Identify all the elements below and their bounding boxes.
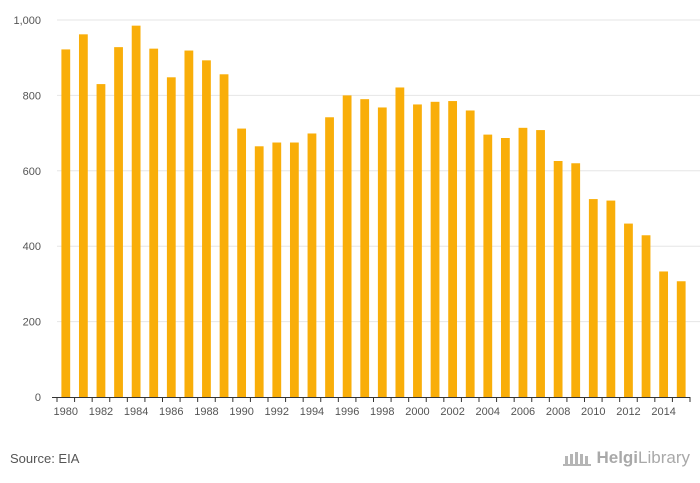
bar-1984: [131, 25, 141, 397]
brand-name-helgi: Helgi: [596, 448, 639, 467]
brand-name-library: Library: [638, 448, 690, 467]
bar-2012: [624, 223, 633, 397]
bar-1996: [342, 95, 352, 398]
bar-chart: 0 200 400 600 800 1,000 1980 1982 1984 1986 1988 19…: [13, 15, 700, 418]
x-tick-label: 1990: [229, 406, 253, 418]
x-tick-label: 1992: [265, 406, 289, 418]
bar-2005: [500, 138, 510, 397]
bar-1982: [96, 84, 106, 397]
bar-2000: [413, 104, 422, 397]
x-tick-label: 1998: [370, 406, 394, 418]
bar-2015: [676, 281, 686, 397]
axes: 0 200 400 600 800 1,000 1980 1982 1984 1986 1988 19…: [13, 15, 691, 418]
bar-2001: [430, 101, 440, 397]
bar-2013: [641, 235, 651, 397]
bar-1980: [61, 49, 71, 397]
bar-1987: [184, 50, 194, 397]
source-label: Source: EIA: [10, 451, 80, 466]
y-tick-label: 800: [23, 90, 41, 102]
bar-2014: [659, 271, 669, 397]
bar-2002: [448, 101, 458, 397]
x-tick-label: 2006: [511, 406, 535, 418]
x-tick-label: 1994: [300, 406, 324, 418]
bar-1992: [272, 142, 282, 397]
bar-2011: [606, 200, 616, 397]
bar-2004: [483, 134, 493, 398]
x-tick-label: 2004: [476, 406, 500, 418]
bar-1999: [395, 87, 405, 397]
x-tick-label: 2012: [616, 406, 640, 418]
bar-1995: [325, 117, 334, 398]
x-tick-label: 1982: [89, 406, 113, 418]
bar-1990: [237, 128, 247, 397]
bar-1981: [78, 34, 88, 397]
bar-1986: [166, 77, 176, 398]
bar-2008: [553, 161, 563, 397]
bar-1991: [254, 146, 264, 397]
bar-2006: [518, 127, 528, 397]
bar-2007: [536, 130, 545, 397]
x-tick-label: 2014: [651, 406, 675, 418]
bar-2003: [465, 110, 475, 397]
bar-1985: [149, 48, 159, 398]
x-tick-label: 2010: [581, 406, 605, 418]
library-building-icon: [563, 452, 592, 466]
bar-1994: [307, 133, 317, 398]
x-tick-label: 1988: [194, 406, 218, 418]
x-tick-label: 2008: [546, 406, 570, 418]
x-tick-label: 1996: [335, 406, 359, 418]
x-tick-label: 2000: [405, 406, 429, 418]
bar-1993: [289, 142, 299, 397]
brand-logo: Helgi Library: [562, 448, 690, 468]
bars: [61, 25, 686, 398]
y-tick-label: 400: [23, 241, 41, 253]
x-tick-label: 1984: [124, 406, 148, 418]
bar-1983: [114, 47, 123, 397]
y-tick-label: 0: [35, 392, 41, 404]
bar-1998: [377, 107, 387, 398]
bar-2009: [571, 163, 581, 397]
x-tick-label: 2002: [440, 406, 464, 418]
x-tick-label: 1986: [159, 406, 183, 418]
y-tick-label: 600: [23, 166, 41, 178]
bar-1997: [360, 99, 370, 398]
bar-1989: [219, 74, 229, 397]
bar-2010: [588, 199, 598, 397]
y-tick-label: 200: [23, 317, 41, 329]
bar-1988: [202, 60, 211, 398]
x-tick-label: 1980: [54, 406, 78, 418]
y-tick-label: 1,000: [13, 15, 41, 27]
